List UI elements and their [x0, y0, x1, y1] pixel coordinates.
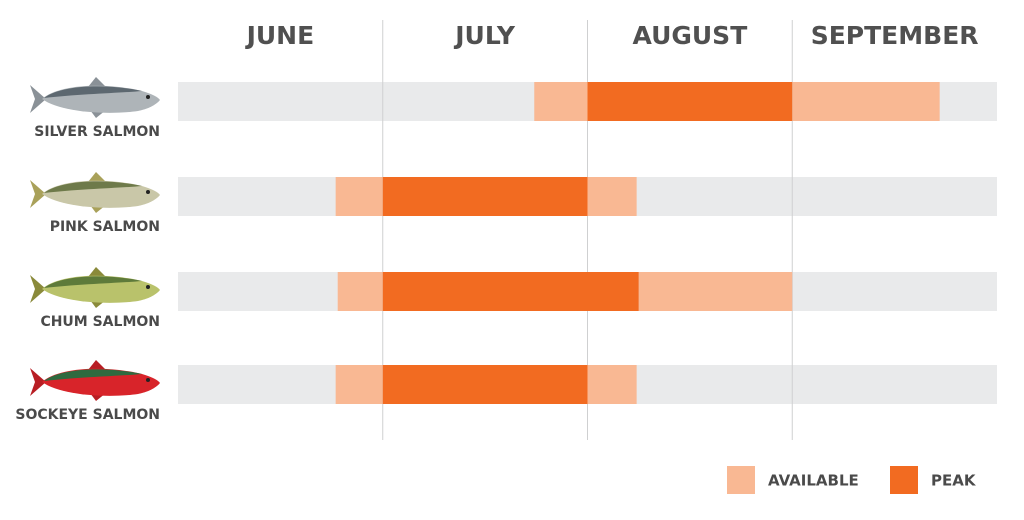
month-label: AUGUST: [632, 21, 747, 50]
fish-fin: [88, 77, 106, 87]
fish-icon: [30, 77, 160, 118]
range-bar: [335, 177, 383, 216]
fish-icon: [30, 267, 160, 308]
fish-back: [44, 86, 142, 98]
fish-tail: [30, 180, 46, 208]
fish-eye: [146, 378, 150, 382]
range-bar: [382, 365, 588, 404]
fish-label: SILVER SALMON: [34, 124, 160, 140]
range-bar: [587, 177, 637, 216]
range-bar: [337, 272, 383, 311]
fish-fin: [88, 267, 106, 277]
fish-label: SOCKEYE SALMON: [15, 407, 160, 423]
fish-back: [44, 369, 142, 381]
fish-fin: [88, 172, 106, 182]
fish-label: CHUM SALMON: [40, 314, 160, 330]
range-bar: [534, 82, 588, 121]
legend-swatch: [727, 466, 755, 494]
range-bar: [587, 365, 637, 404]
legend-label: PEAK: [931, 472, 977, 490]
fish-eye: [146, 190, 150, 194]
fish-eye: [146, 285, 150, 289]
range-bar: [638, 272, 793, 311]
range-bar: [382, 272, 639, 311]
range-bar: [335, 365, 383, 404]
fish-label: PINK SALMON: [50, 219, 160, 235]
fish-icon: [30, 172, 160, 213]
fish-tail: [30, 368, 46, 396]
fish-icon: [30, 360, 160, 401]
month-label: JULY: [453, 21, 516, 50]
range-bar: [587, 82, 793, 121]
range-bar: [382, 177, 588, 216]
legend-label: AVAILABLE: [768, 472, 859, 490]
fish-tail: [30, 275, 46, 303]
fish-tail: [30, 85, 46, 113]
fish-fin: [88, 360, 106, 370]
fish-back: [44, 276, 142, 288]
fish-back: [44, 181, 142, 193]
legend-swatch: [890, 466, 918, 494]
month-label: JUNE: [245, 21, 315, 50]
month-label: SEPTEMBER: [811, 21, 979, 50]
range-bar: [792, 82, 940, 121]
fish-eye: [146, 95, 150, 99]
